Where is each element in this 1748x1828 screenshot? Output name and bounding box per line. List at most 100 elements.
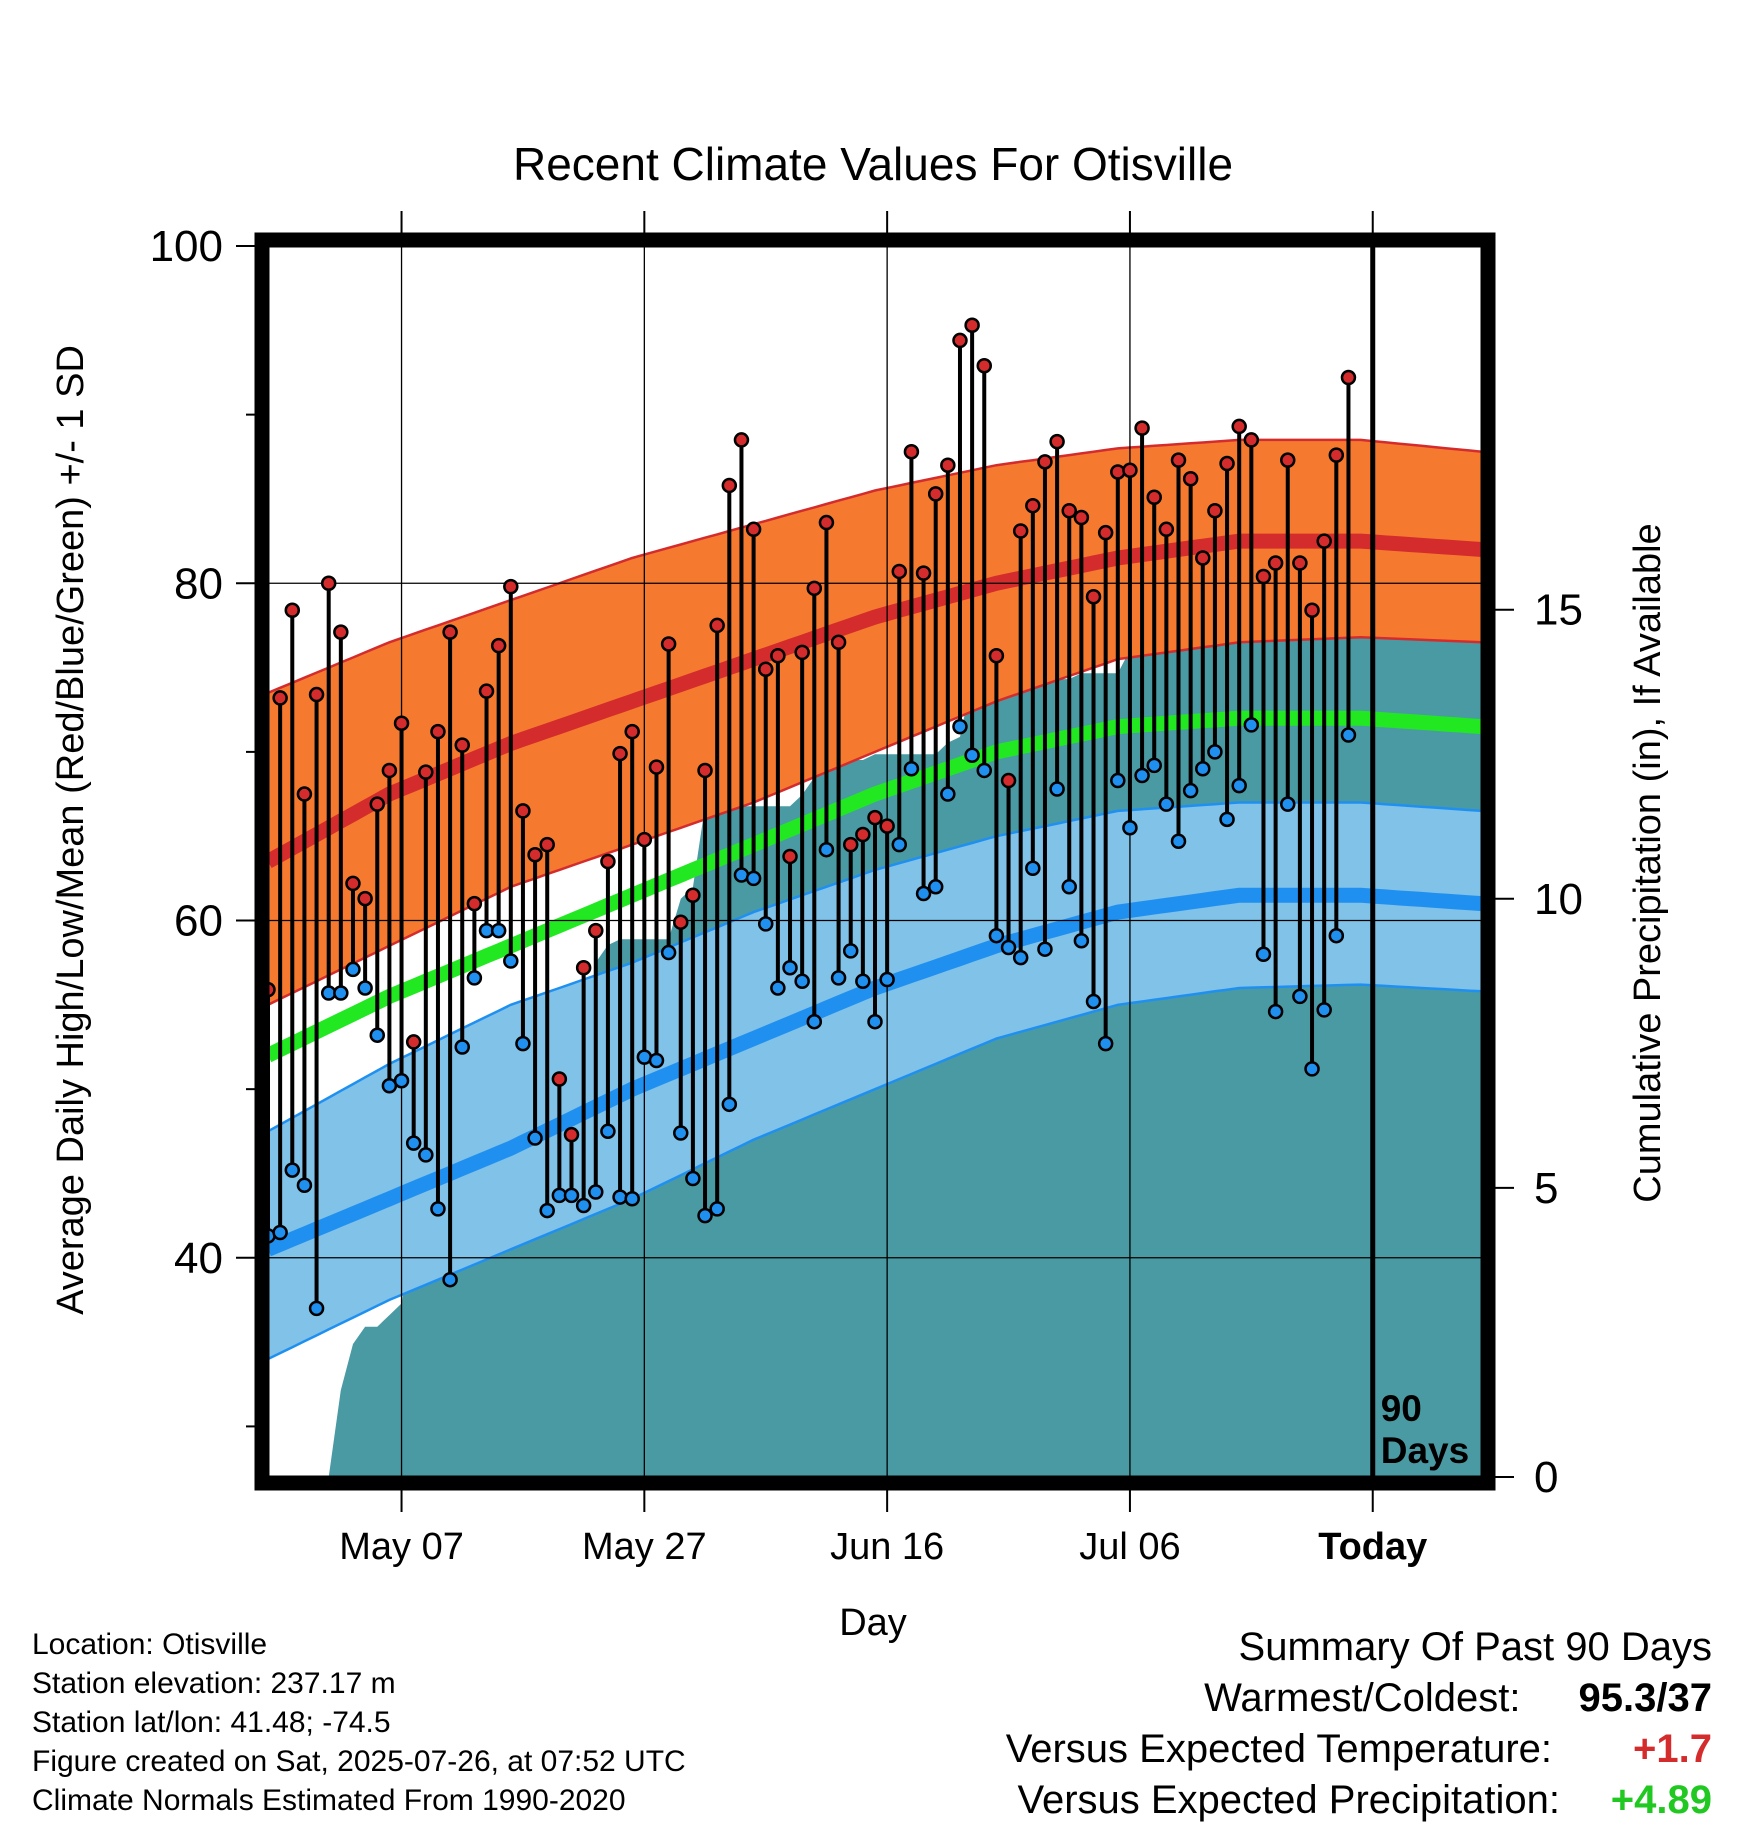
extremes-value: 95.3/37 [1578,1676,1712,1720]
obs-low-dot [709,1201,725,1217]
obs-high-dot [636,831,653,848]
obs-low-dot [1182,782,1199,799]
obs-high-dot [1025,497,1041,514]
obs-high-dot [794,644,810,661]
obs-low-dot [1195,761,1211,777]
obs-low-dot [1049,781,1065,797]
obs-high-dot [515,803,531,819]
obs-high-dot [1316,533,1332,549]
obs-high-dot [745,521,762,538]
obs-high-dot [1170,452,1187,468]
obs-low-dot [466,970,483,986]
obs-high-dot [1000,772,1017,789]
obs-low-dot [442,1271,458,1288]
obs-high-dot [1097,524,1114,541]
obs-high-dot [733,432,750,448]
obs-low-dot [1292,988,1308,1005]
obs-low-dot [1304,1061,1320,1077]
obs-low-dot [345,961,361,978]
obs-high-dot [660,636,677,652]
obs-high-dot [1195,550,1211,566]
obs-low-dot [1243,717,1260,733]
obs-high-dot [927,486,944,502]
obs-low-dot [1110,772,1126,789]
obs-low-dot [721,1096,738,1113]
x-tick-label: Jun 16 [830,1526,944,1568]
station-info: Location: Otisville Station elevation: 2… [32,1625,686,1820]
x-tick-label: Today [1318,1526,1427,1568]
obs-low-dot [357,980,373,996]
obs-high-dot [418,764,434,780]
obs-low-dot [430,1201,446,1217]
obs-high-dot [1122,462,1138,479]
obs-high-dot [855,826,871,843]
obs-low-dot [393,1072,410,1089]
x-tick-label: May 07 [339,1526,464,1568]
obs-high-dot [1134,420,1150,436]
obs-low-dot [745,870,762,887]
obs-low-dot [369,1027,386,1043]
obs-low-dot [1207,744,1223,760]
obs-high-dot [782,848,798,865]
obs-low-dot [588,1184,604,1200]
temp-value: +1.7 [1633,1727,1712,1771]
obs-low-dot [1134,767,1150,784]
obs-low-dot [418,1147,434,1163]
obs-high-dot [369,796,386,812]
obs-high-dot [757,661,774,678]
obs-high-dot [830,634,847,651]
obs-high-dot [842,836,859,853]
obs-high-dot [806,580,823,597]
obs-low-dot [1231,777,1247,794]
obs-low-dot [575,1197,592,1214]
x-tick-label: May 27 [582,1526,707,1568]
obs-high-dot [1231,418,1247,435]
obs-high-dot [527,847,543,863]
obs-high-dot [284,602,301,618]
obs-low-dot [333,985,349,1001]
obs-low-dot [673,1125,689,1141]
precip-value: +4.89 [1610,1778,1712,1822]
precip-label: Versus Expected Precipitation: [1017,1778,1560,1822]
obs-low-dot [1037,941,1053,957]
obs-high-dot [903,443,920,460]
obs-high-dot [333,624,349,640]
normals-period-text: Climate Normals Estimated From 1990-2020 [32,1784,626,1817]
y-tick-label: 100 [150,222,223,271]
obs-high-dot [345,875,361,892]
obs-high-dot [818,514,835,531]
obs-high-dot [915,565,932,581]
obs-low-dot [600,1123,616,1140]
obs-high-dot [268,981,276,998]
obs-high-dot [551,1071,568,1087]
obs-high-dot [575,959,592,976]
obs-high-dot [1146,489,1162,506]
obs-low-dot [757,916,774,932]
obs-low-dot [272,1224,288,1241]
obs-high-dot [490,637,507,654]
obs-low-dot [891,836,908,853]
x-tick-label: Jul 06 [1079,1526,1180,1568]
obs-low-dot [782,959,798,976]
high-normal-line [268,533,1482,869]
obs-low-dot [988,927,1005,944]
obs-high-dot [563,1126,580,1143]
obs-low-dot [1097,1035,1114,1052]
obs-low-dot [296,1177,313,1194]
x-axis-label: Day [839,1602,907,1644]
obs-high-dot [988,648,1005,664]
obs-high-dot [648,759,665,775]
obs-low-dot [1012,949,1029,966]
obs-low-dot [879,971,895,988]
obs-high-dot [964,317,980,334]
obs-high-dot [308,686,325,703]
y2-tick-label: 15 [1534,586,1583,635]
plot-frame [254,232,1496,1491]
obs-low-dot [1255,946,1272,962]
obs-low-dot [490,922,507,939]
obs-high-dot [1158,521,1175,538]
obs-high-dot [1267,555,1284,571]
obs-low-dot [1025,860,1041,876]
